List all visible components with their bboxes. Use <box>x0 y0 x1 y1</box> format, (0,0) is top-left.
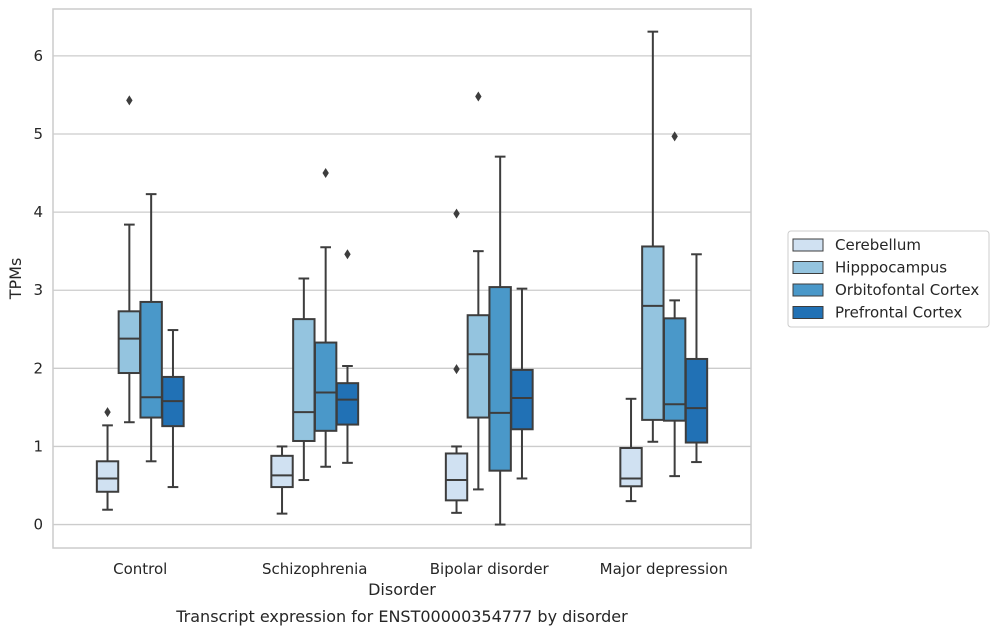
legend-swatch <box>792 283 824 297</box>
box <box>444 452 469 502</box>
outlier-point <box>453 208 460 219</box>
legend-item: Hipppocampus <box>792 259 947 277</box>
legend-swatch <box>792 261 824 274</box>
y-tick-label: 5 <box>33 125 43 143</box>
box-group <box>444 208 469 514</box>
box-group <box>117 95 142 424</box>
x-tick-label: Schizophrenia <box>262 560 367 578</box>
box-group <box>270 445 294 515</box>
grid-lines <box>53 55 751 526</box>
x-tick-label: Bipolar disorder <box>430 560 550 578</box>
box-group <box>684 253 709 464</box>
plot-frame <box>52 8 752 549</box>
box <box>466 314 491 419</box>
box <box>488 286 512 472</box>
box-group <box>335 249 360 464</box>
outlier-point <box>453 364 460 375</box>
y-tick-labels: 0 1 2 3 4 5 6 <box>33 47 43 534</box>
outlier-point <box>126 95 133 106</box>
box <box>684 357 709 444</box>
legend-label: Prefrontal Cortex <box>835 304 962 322</box>
legend-label: Orbitofontal Cortex <box>835 281 979 299</box>
y-tick-label: 4 <box>33 203 43 221</box>
series-2 <box>139 131 687 526</box>
y-tick-label: 2 <box>33 359 43 377</box>
box-series <box>95 30 709 526</box>
legend-swatch <box>792 306 824 319</box>
series-0 <box>95 208 643 515</box>
box-group <box>313 168 338 468</box>
x-tick-labels: Control Schizophrenia Bipolar disorder Majo… <box>113 560 728 578</box>
box-group <box>161 329 185 489</box>
legend-item: Prefrontal Cortex <box>792 304 962 322</box>
box <box>139 300 163 419</box>
box-group <box>95 407 120 511</box>
box-group <box>510 287 534 480</box>
legend-frame <box>787 230 990 328</box>
series-1 <box>117 30 665 491</box>
legend-label: Hipppocampus <box>835 259 947 277</box>
outlier-point <box>344 249 351 260</box>
box <box>641 245 665 421</box>
legend-item: Orbitofontal Cortex <box>792 281 979 299</box>
outlier-point <box>322 168 329 179</box>
box-group <box>139 193 163 463</box>
y-tick-label: 1 <box>33 437 43 455</box>
legend-swatch <box>792 238 824 252</box>
box <box>335 382 360 426</box>
legend-label: Cerebellum <box>835 236 921 254</box>
outlier-point <box>104 407 111 418</box>
outlier-point <box>475 91 482 102</box>
box-group <box>662 131 687 478</box>
box <box>117 310 142 375</box>
legend-item: Cerebellum <box>792 236 921 254</box>
chart-caption: Transcript expression for ENST0000035477… <box>175 607 628 626</box>
x-tick-label: Major depression <box>600 560 728 578</box>
y-axis-label: TPMs <box>6 258 25 301</box>
box <box>95 460 120 493</box>
box <box>313 341 338 432</box>
x-tick-label: Control <box>113 560 167 578</box>
y-tick-label: 6 <box>33 47 43 65</box>
box <box>510 368 534 431</box>
box <box>270 454 294 489</box>
legend: Cerebellum Hipppocampus Orbitofontal Corte… <box>787 230 990 328</box>
box <box>662 317 687 422</box>
outlier-point <box>671 131 678 142</box>
y-tick-label: 3 <box>33 281 43 299</box>
series-3 <box>161 249 709 489</box>
box-group <box>292 277 316 482</box>
box <box>619 447 643 488</box>
x-axis-label: Disorder <box>368 580 436 599</box>
box-group <box>619 397 643 503</box>
box <box>292 318 316 442</box>
box-group <box>641 30 665 443</box>
y-tick-label: 0 <box>33 516 43 534</box>
